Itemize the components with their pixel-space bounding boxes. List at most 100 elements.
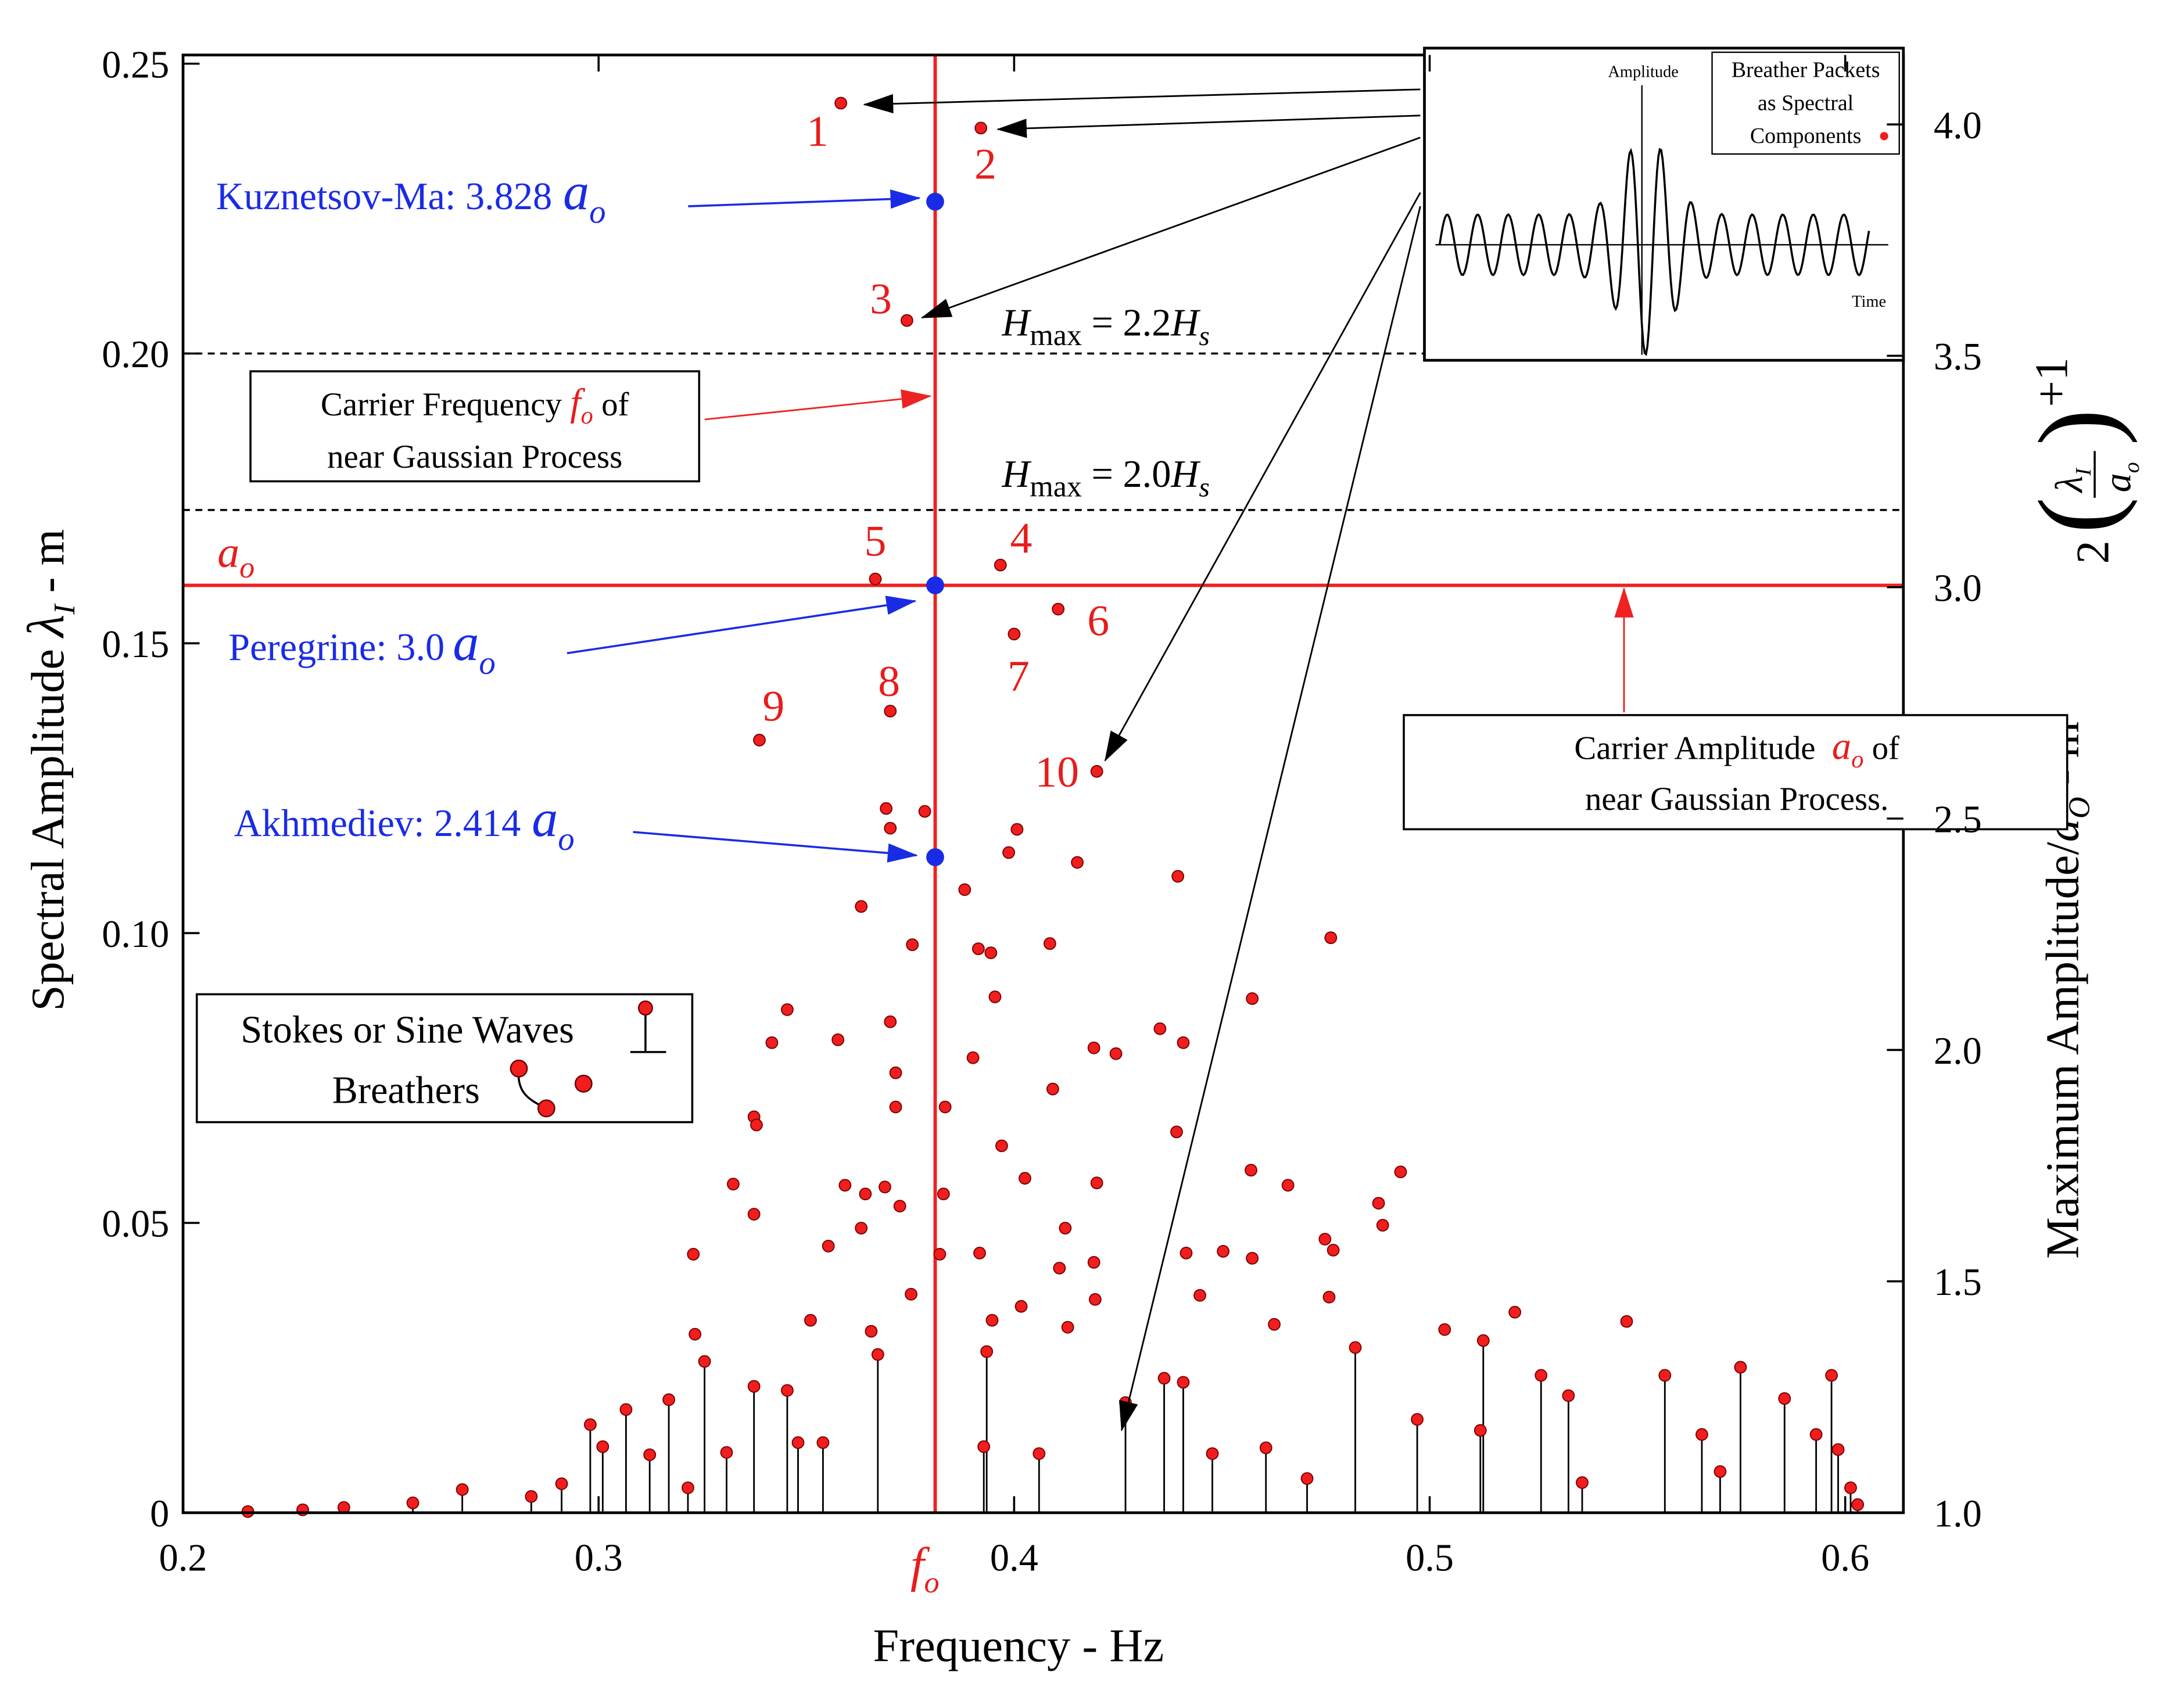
legend-icon [510,1059,593,1118]
numbered-point [1090,765,1103,778]
point-number: 1 [806,107,829,156]
y2-tick-label: 2.0 [1934,1030,1982,1072]
breather-point [973,1247,986,1260]
breather-point [1088,1293,1102,1306]
breather-point [1177,1036,1190,1049]
breather-point [727,1178,740,1191]
breather-point [555,1477,568,1490]
breather-point [1087,1041,1100,1054]
breather-point [791,1436,805,1449]
point-number: 7 [1008,651,1030,700]
breather-point [1217,1245,1229,1258]
hmax-part: s [1199,321,1209,351]
breather-point [906,938,919,952]
breather-point [747,1380,761,1393]
breather-point [1734,1361,1747,1374]
breather-point [765,1036,779,1049]
breather-point [662,1393,675,1406]
y2-formula: 2 ( λI ao ) +1 [2016,357,2144,564]
breather-point [838,1179,852,1192]
point-number: 3 [870,275,892,324]
numbered-point [900,314,913,327]
breather-point [1658,1369,1672,1382]
solution-point [926,192,944,211]
inset-x-label: Time [1852,293,1886,311]
paren: ( [2016,497,2138,533]
breather-point [596,1440,610,1454]
solution-text: Peregrine: 3.0 [228,626,444,669]
solution-label: Peregrine: 3.0 ao [228,614,496,681]
solution-point [926,576,944,594]
breather-point [880,802,892,815]
breather-point [937,1187,950,1201]
inset-title: as Spectral [1758,91,1854,115]
inset-title: Components [1750,124,1862,148]
x-tick-label: 0.6 [1821,1537,1869,1579]
symbol-part: o [239,551,254,584]
y2-tick-label: 2.5 [1934,799,1982,841]
numbered-point [753,734,766,747]
symbol-part: a [532,790,558,848]
y-label-part: - m [22,529,74,605]
breather-point [889,1066,902,1079]
breather-point [1046,1082,1059,1096]
breather-point [1825,1369,1838,1382]
hmax-label: Hmax = 2.2Hs [1001,302,1209,353]
breather-point [1831,1443,1845,1456]
y-axis-label: Spectral Amplitude λI - m [17,529,81,1011]
breather-point [1246,992,1259,1005]
breather-point [1535,1369,1548,1382]
y2-label-part: Maximum Amplitude/ [2037,842,2089,1259]
breather-point [889,1100,902,1114]
breather-point [822,1240,835,1253]
symbol-part: o [589,193,605,230]
y2-tick-label: 3.5 [1934,336,1982,378]
breather-point [406,1497,420,1509]
inset-waveform [1438,148,1870,356]
legend-box [195,993,694,1124]
breather-point [893,1200,906,1212]
breather-point [1015,1300,1028,1313]
breather-point [1474,1424,1487,1437]
x-tick-label: 0.3 [575,1537,623,1579]
breather-point [1002,846,1015,859]
box-part: of [1863,730,1899,767]
solution-text: Akhmediev: 2.414 [234,802,521,845]
hmax-part: = 2.0 [1082,453,1171,496]
hmax-part: H [1170,453,1200,496]
breather-point [972,942,985,956]
breather-point [831,1033,845,1046]
breather-point [1844,1481,1857,1494]
annotation-arrow [1104,192,1421,762]
breather-point [980,1345,994,1358]
box-text: Carrier Amplitude ao of [1574,726,1899,773]
symbol-part: a [1832,726,1851,768]
annotation-arrow [633,831,918,863]
breather-point [1508,1305,1522,1319]
box-part: of [593,386,629,423]
point-number: 5 [864,516,886,565]
breather-point [984,946,998,959]
breather-point [918,805,931,818]
breather-point [884,1015,897,1028]
symbol-part: a [453,614,479,672]
box-part: Carrier Amplitude [1574,730,1823,767]
hmax-part: s [1199,473,1209,503]
breather-point [1061,1321,1074,1334]
y-tick-label: 0.20 [102,333,169,376]
breather-point [1193,1289,1206,1302]
breather-point [1411,1413,1424,1426]
breather-point [938,1100,952,1114]
breather-point [1322,1290,1336,1304]
box-part: Carrier Frequency [321,386,570,423]
breather-point [988,991,1002,1003]
hmax-label: Hmax = 2.0Hs [1001,453,1209,504]
hmax-part: H [1001,302,1031,345]
breather-point [1246,1251,1259,1265]
breather-point [525,1490,538,1503]
hmax-part: H [1001,453,1031,496]
annotation-arrow [996,114,1421,138]
point-number: 4 [1010,514,1033,563]
legend-icon [630,1000,666,1053]
